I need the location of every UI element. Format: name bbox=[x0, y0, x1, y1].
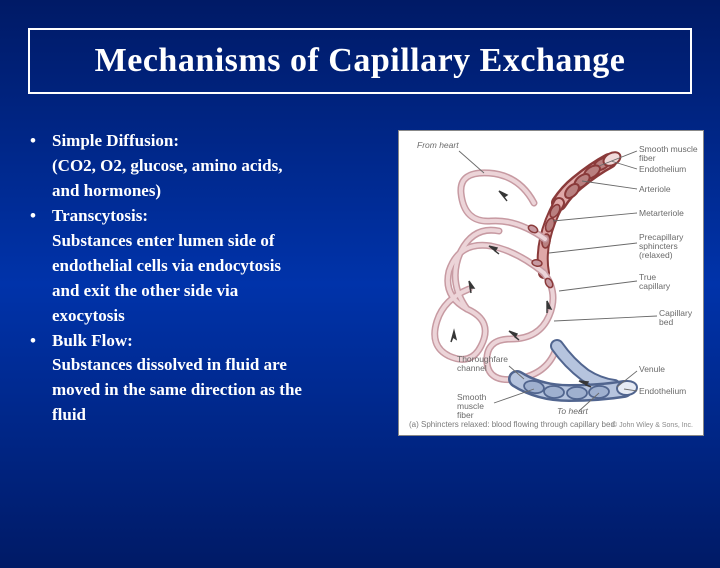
figure-column: From heart Smooth muscle fiber Endotheli… bbox=[380, 130, 704, 436]
bullet-heading: Simple Diffusion: bbox=[52, 130, 380, 153]
content-row: • Simple Diffusion: (CO2, O2, glucose, a… bbox=[0, 130, 720, 436]
label-tf-2: channel bbox=[457, 363, 487, 373]
capillary-network bbox=[435, 173, 557, 380]
bullet-subtext: fluid bbox=[52, 404, 380, 427]
label-true-cap-2: capillary bbox=[639, 281, 670, 291]
bullet-dot-icon: • bbox=[30, 330, 52, 353]
figure-copyright: © John Wiley & Sons, Inc. bbox=[612, 422, 693, 429]
bullet-subtext: and exit the other side via bbox=[52, 280, 380, 303]
label-precap-3: (relaxed) bbox=[639, 250, 673, 260]
slide-title: Mechanisms of Capillary Exchange bbox=[48, 42, 672, 80]
label-smooth-muscle-fiber: Smooth muscle fiber bbox=[639, 145, 703, 163]
label-capillary-bed: Capillary bed bbox=[659, 309, 692, 327]
bullet-subtext: moved in the same direction as the bbox=[52, 379, 380, 402]
list-item: • Simple Diffusion: bbox=[30, 130, 380, 153]
label-thoroughfare: Thoroughfare channel bbox=[457, 355, 508, 373]
label-arteriole: Arteriole bbox=[639, 185, 671, 194]
label-endothelium-bot: Endothelium bbox=[639, 387, 686, 396]
label-sb-3: fiber bbox=[457, 410, 474, 420]
bullet-subtext: Substances dissolved in fluid are bbox=[52, 354, 380, 377]
bullet-subtext: and hormones) bbox=[52, 180, 380, 203]
title-container: Mechanisms of Capillary Exchange bbox=[28, 28, 692, 94]
bullet-subtext: exocytosis bbox=[52, 305, 380, 328]
label-venule: Venule bbox=[639, 365, 665, 374]
bullet-heading: Transcytosis: bbox=[52, 205, 380, 228]
label-precap: Precapillary sphincters (relaxed) bbox=[639, 233, 683, 260]
arteriole-vessel bbox=[559, 149, 623, 203]
label-smooth-bot: Smooth muscle fiber bbox=[457, 393, 486, 420]
bullet-list: • Simple Diffusion: (CO2, O2, glucose, a… bbox=[30, 130, 380, 436]
bullet-subtext: endothelial cells via endocytosis bbox=[52, 255, 380, 278]
label-capbed-2: bed bbox=[659, 317, 673, 327]
bullet-dot-icon: • bbox=[30, 205, 52, 228]
bullet-subtext: (CO2, O2, glucose, amino acids, bbox=[52, 155, 380, 178]
bullet-heading: Bulk Flow: bbox=[52, 330, 380, 353]
capillary-diagram: From heart Smooth muscle fiber Endotheli… bbox=[398, 130, 704, 436]
list-item: • Bulk Flow: bbox=[30, 330, 380, 353]
label-metarteriole: Metarteriole bbox=[639, 209, 684, 218]
bullet-dot-icon: • bbox=[30, 130, 52, 153]
label-to-heart: To heart bbox=[557, 407, 588, 416]
label-endothelium-top: Endothelium bbox=[639, 165, 686, 174]
label-true-cap: True capillary bbox=[639, 273, 670, 291]
venule-vessel bbox=[517, 379, 638, 399]
label-from-heart: From heart bbox=[417, 141, 459, 150]
bullet-subtext: Substances enter lumen side of bbox=[52, 230, 380, 253]
figure-caption: (a) Sphincters relaxed: blood flowing th… bbox=[409, 420, 615, 429]
list-item: • Transcytosis: bbox=[30, 205, 380, 228]
